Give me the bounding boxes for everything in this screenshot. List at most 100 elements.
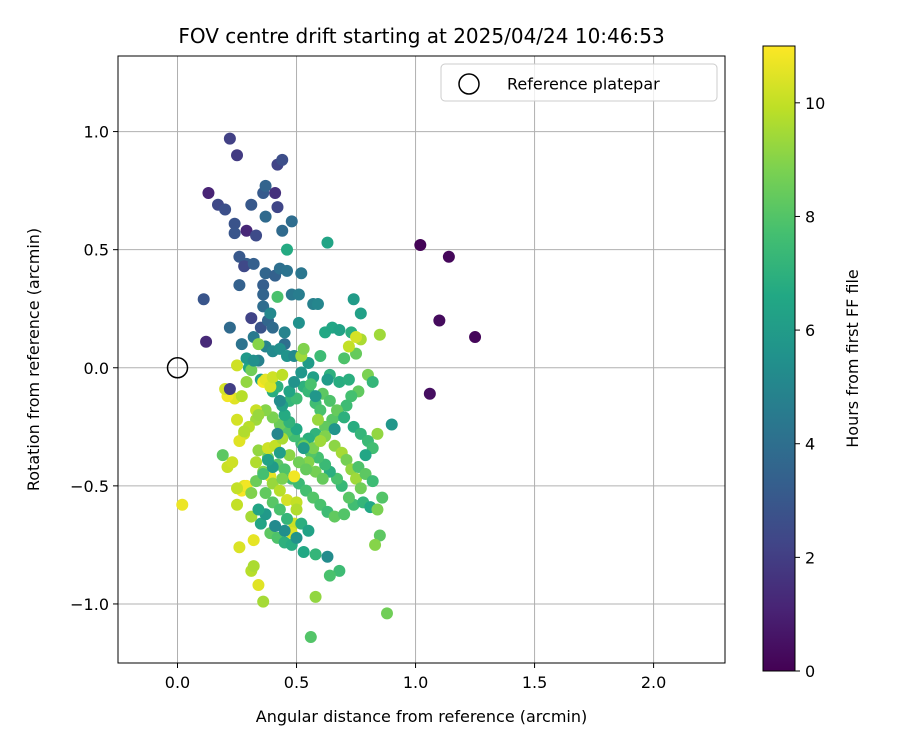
data-point	[269, 186, 282, 199]
data-point	[257, 288, 270, 301]
data-point	[216, 449, 229, 462]
data-point	[252, 503, 265, 516]
data-point	[281, 264, 294, 277]
data-point	[266, 371, 279, 384]
data-point	[316, 472, 329, 485]
data-point	[278, 409, 291, 422]
colorbar-tick-label: 6	[805, 321, 815, 340]
y-tick-label: −1.0	[70, 595, 109, 614]
data-point	[276, 368, 289, 381]
data-point	[197, 293, 210, 306]
data-point	[231, 359, 244, 372]
data-point	[333, 564, 346, 577]
data-point	[259, 210, 272, 223]
reference-platepar-marker	[166, 357, 189, 379]
data-point	[223, 132, 236, 145]
data-point	[276, 224, 289, 237]
data-point	[223, 321, 236, 334]
data-point	[257, 468, 270, 481]
chart-title: FOV centre drift starting at 2025/04/24 …	[178, 24, 664, 48]
data-point	[328, 510, 341, 523]
data-point	[247, 534, 260, 547]
data-point	[302, 524, 315, 537]
data-point	[345, 390, 358, 403]
data-point	[309, 590, 322, 603]
data-point	[385, 418, 398, 431]
data-point	[240, 224, 253, 237]
data-point	[257, 595, 270, 608]
x-tick-label: 0.5	[284, 673, 309, 692]
data-point	[469, 331, 482, 344]
data-point	[373, 328, 386, 341]
legend-label: Reference platepar	[507, 75, 660, 94]
data-point	[257, 279, 270, 292]
data-point	[373, 529, 386, 542]
plot-frame	[117, 55, 726, 664]
data-point	[200, 335, 213, 348]
data-point	[273, 446, 286, 459]
data-point	[228, 217, 241, 230]
data-point	[342, 491, 355, 504]
data-point	[235, 338, 248, 351]
y-axis-ticks: −1.0 −0.5 0.0 0.5 1.0	[70, 123, 118, 614]
legend-circle-icon	[458, 73, 480, 95]
data-point	[433, 314, 446, 327]
data-point	[245, 312, 258, 325]
data-point	[245, 198, 258, 211]
data-point	[231, 482, 244, 495]
data-point	[238, 260, 251, 273]
data-point	[269, 520, 282, 533]
data-point	[223, 383, 236, 396]
data-point	[247, 560, 260, 573]
data-point	[273, 484, 286, 497]
data-point	[366, 475, 379, 488]
colorbar-label: Hours from first FF file	[843, 269, 862, 448]
data-point	[238, 425, 251, 438]
data-point	[233, 541, 246, 554]
data-point	[250, 456, 263, 469]
data-point	[233, 279, 246, 292]
data-point	[290, 531, 303, 544]
data-point	[311, 297, 324, 310]
data-point	[283, 449, 296, 462]
data-point	[231, 149, 244, 162]
data-point	[219, 203, 232, 216]
x-tick-label: 2.0	[641, 673, 666, 692]
data-point	[366, 375, 379, 388]
data-point	[342, 340, 355, 353]
data-point	[292, 288, 305, 301]
x-tick-label: 1.5	[522, 673, 547, 692]
data-point	[233, 434, 246, 447]
data-point	[304, 631, 317, 644]
data-point	[288, 470, 301, 483]
data-point	[281, 512, 294, 525]
data-point	[371, 427, 384, 440]
data-point	[354, 482, 367, 495]
data-point	[245, 364, 258, 377]
data-point	[288, 375, 301, 388]
reference-marker-group	[166, 357, 189, 379]
data-point	[321, 236, 334, 249]
data-point	[321, 550, 334, 563]
colorbar-tick-label: 2	[805, 548, 815, 567]
data-point	[247, 257, 260, 270]
data-point	[254, 517, 267, 530]
colorbar-tick-label: 0	[805, 662, 815, 681]
data-point	[281, 494, 294, 507]
data-point	[350, 331, 363, 344]
data-point	[228, 227, 241, 240]
data-point	[252, 409, 265, 422]
data-point	[252, 579, 265, 592]
data-point	[235, 390, 248, 403]
data-point	[176, 498, 189, 511]
legend-box	[440, 63, 718, 102]
data-point	[333, 375, 346, 388]
data-point	[264, 380, 277, 393]
data-point	[281, 243, 294, 256]
data-point	[338, 411, 351, 424]
data-point	[292, 316, 305, 329]
colorbar-tick-label: 4	[805, 435, 815, 454]
data-point	[278, 463, 291, 476]
